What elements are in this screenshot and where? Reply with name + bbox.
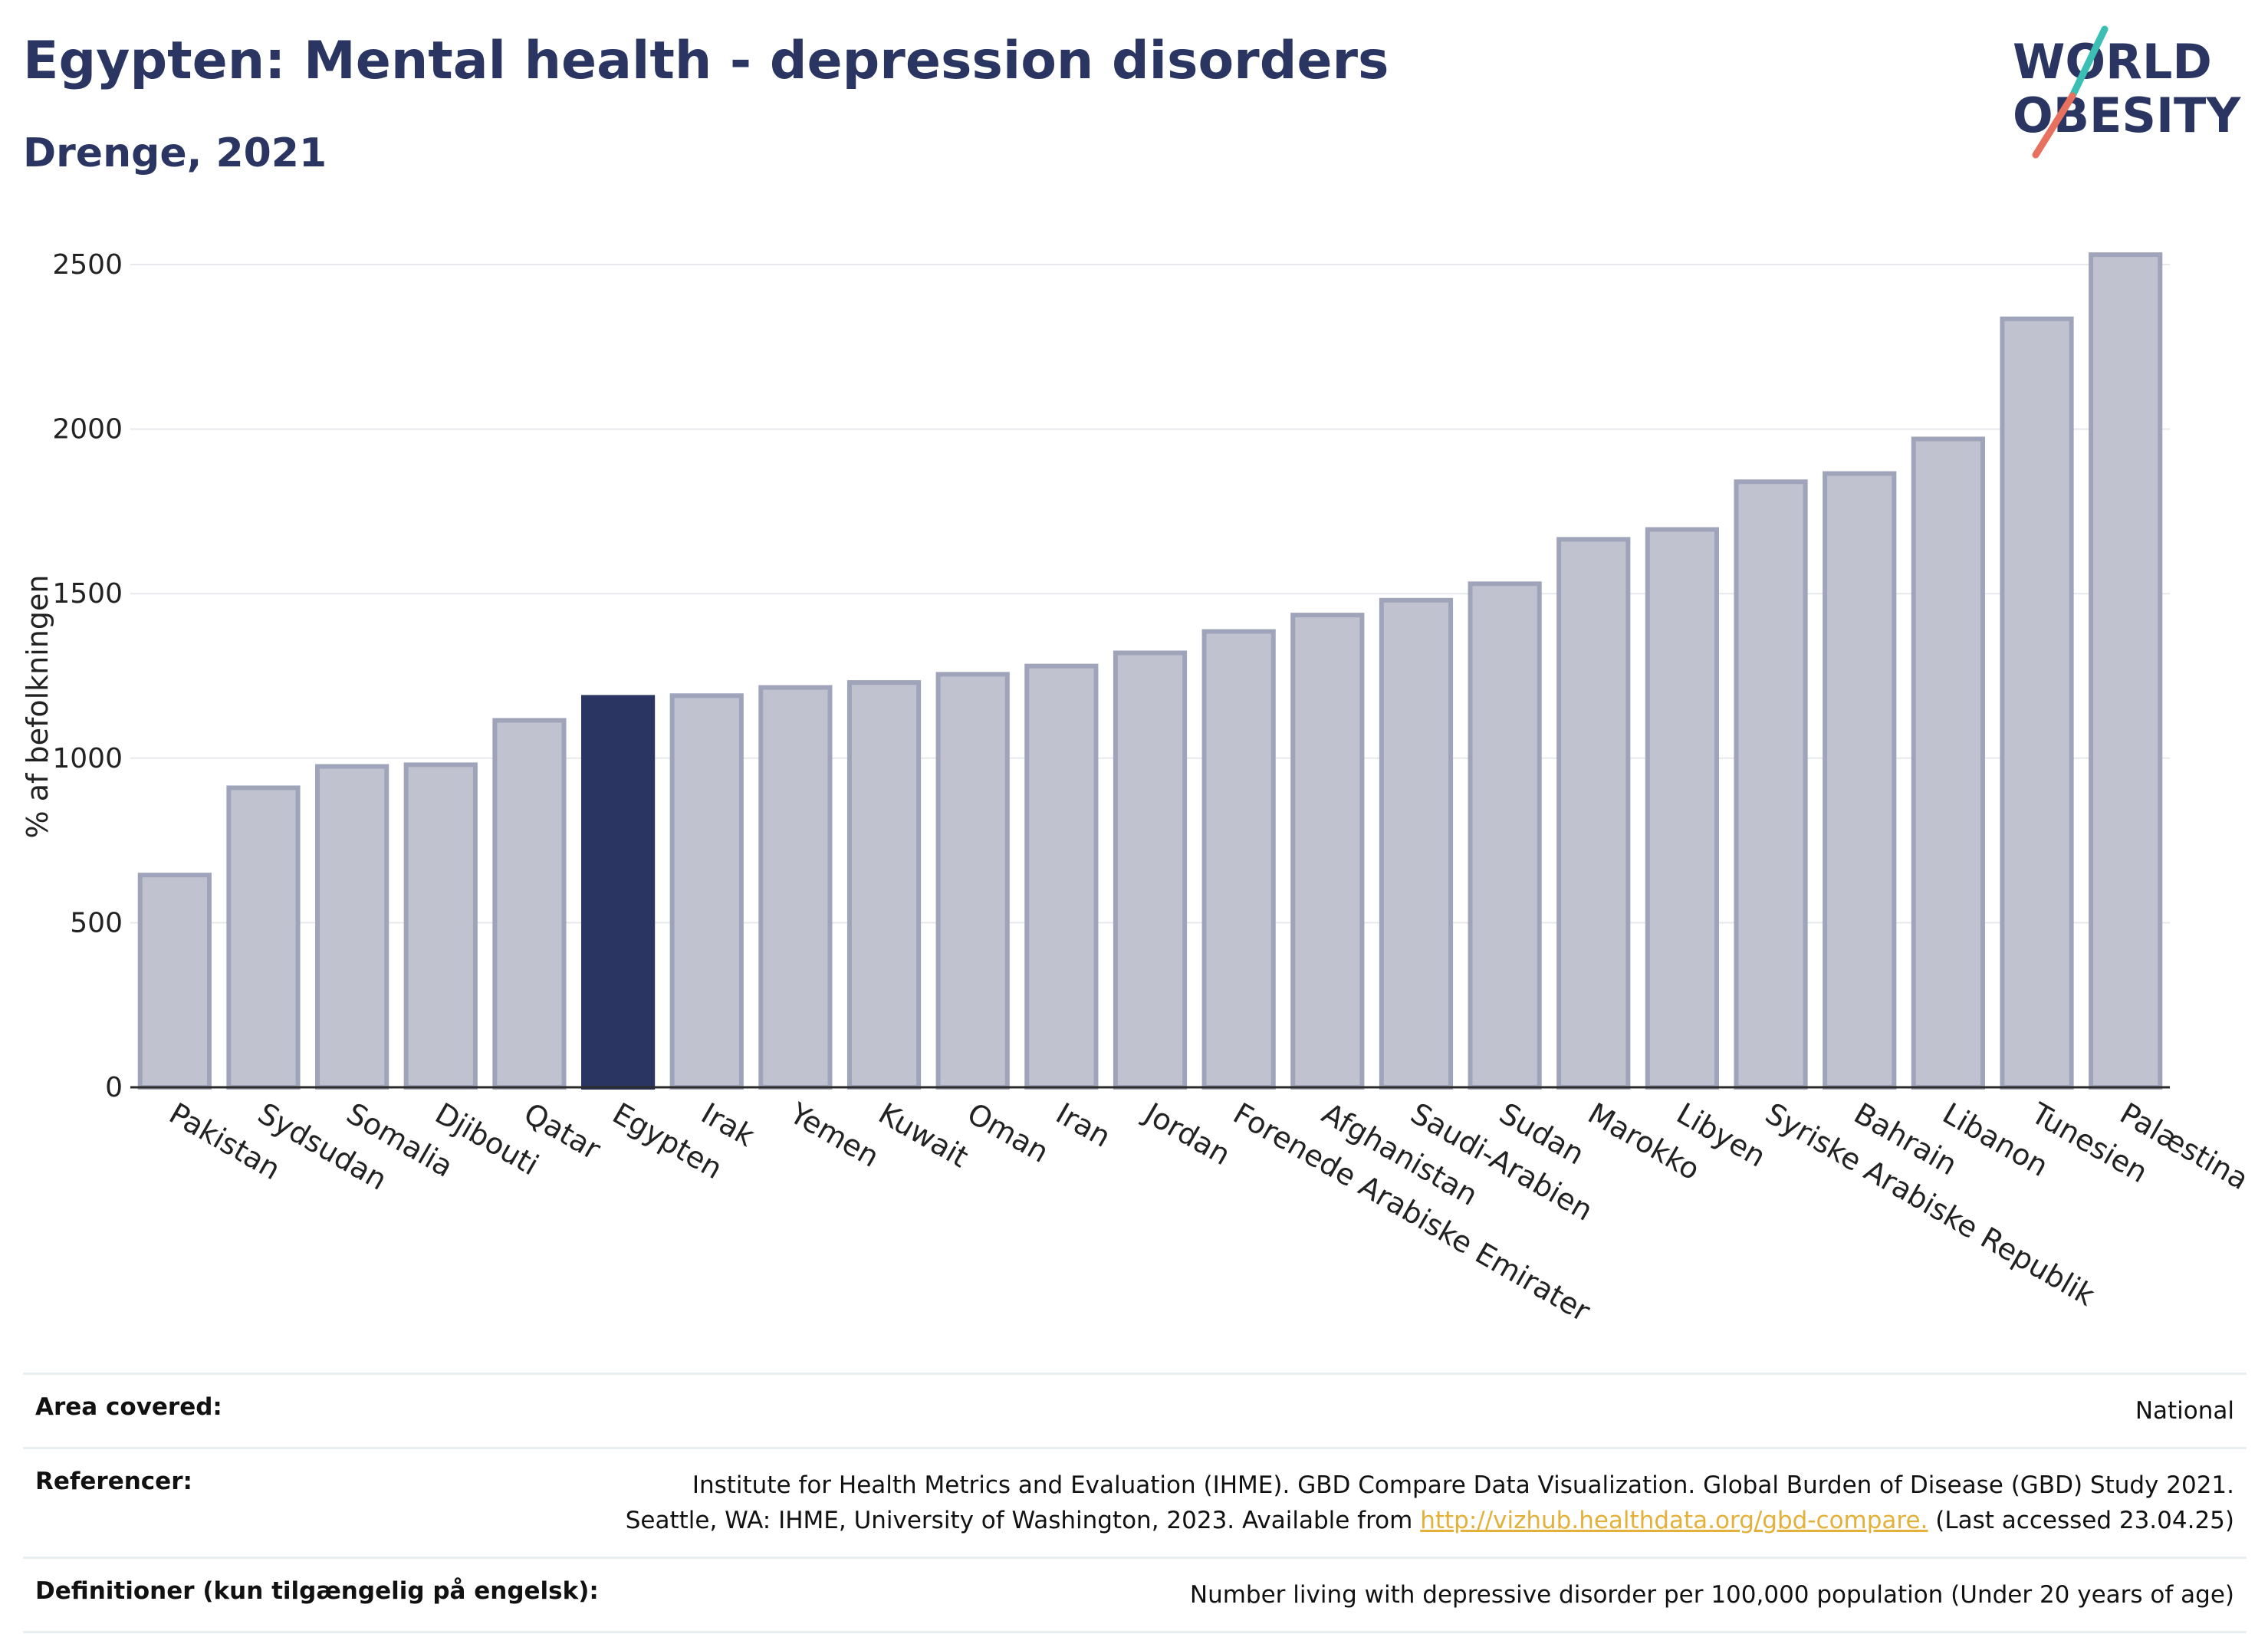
definitions-row: Definitioner (kun tilgængelig på engelsk… (23, 1557, 2247, 1633)
bar-pakistan (137, 873, 212, 1090)
bar-tunesien (2000, 316, 2074, 1090)
definitions-value: Number living with depressive disorder p… (1189, 1581, 2234, 1609)
bar-somalia (315, 764, 390, 1090)
y-tick-label: 1000 (52, 743, 123, 774)
bar-syriske-arabiske-republik (1734, 479, 1808, 1090)
x-tick-label: Yemen (784, 1096, 885, 1174)
area-value: National (2135, 1397, 2234, 1425)
definitions-label: Definitioner (kun tilgængelig på engelsk… (35, 1577, 599, 1605)
bar-iran (1024, 663, 1099, 1090)
x-tick-label: Oman (961, 1096, 1054, 1169)
references-row: Referencer: Institute for Health Metrics… (23, 1447, 2247, 1557)
bar-palæstina (2089, 252, 2163, 1090)
y-tick-label: 1500 (52, 578, 123, 610)
reference-line2-post: (Last accessed 23.04.25) (1928, 1507, 2234, 1534)
references-label: Referencer: (35, 1468, 192, 1495)
reference-line1: Institute for Health Metrics and Evaluat… (692, 1471, 2234, 1499)
bar-afghanistan (1290, 613, 1365, 1090)
page-title: Egypten: Mental health - depression diso… (23, 31, 1389, 91)
bar-libyen (1645, 527, 1720, 1090)
bar-irak (669, 693, 744, 1090)
bar-kuwait (846, 680, 922, 1090)
world-obesity-logo: WORLD OBESITY (2013, 25, 2241, 159)
y-axis-title: % af befolkningen (21, 575, 54, 839)
bar-forenede-arabiske-emirater (1201, 629, 1276, 1090)
bar-jordan (1113, 650, 1188, 1090)
bar-sydsudan (226, 785, 301, 1090)
bar-bahrain (1823, 471, 1897, 1090)
y-tick-label: 2500 (52, 249, 123, 281)
reference-line2-pre: Seattle, WA: IHME, University of Washing… (625, 1507, 1421, 1534)
bar-chart: 05001000150020002500PakistanSydsudanSoma… (21, 249, 2254, 1328)
x-tick-label: Jordan (1138, 1096, 1236, 1172)
bar-sudan (1468, 581, 1542, 1090)
y-tick-label: 500 (70, 907, 123, 939)
bar-saudi-arabien (1379, 597, 1454, 1090)
area-label: Area covered: (35, 1393, 222, 1421)
references-value: Institute for Health Metrics and Evaluat… (626, 1468, 2234, 1538)
reference-link[interactable]: http://vizhub.healthdata.org/gbd-compare… (1420, 1507, 1928, 1534)
bar-djibouti (403, 762, 478, 1090)
bar-oman (935, 672, 1010, 1090)
y-tick-label: 2000 (52, 414, 123, 445)
page-subtitle: Drenge, 2021 (23, 130, 327, 176)
logo-line1: WORLD (2013, 34, 2212, 90)
bar-egypten (580, 695, 656, 1090)
bar-yemen (758, 685, 833, 1090)
x-tick-label: Iran (1050, 1096, 1116, 1154)
logo-slash-teal (2069, 25, 2109, 100)
x-tick-label: Kuwait (873, 1096, 975, 1175)
bar-libanon (1911, 436, 1985, 1090)
y-tick-label: 0 (105, 1072, 123, 1103)
area-row: Area covered: National (23, 1373, 2247, 1447)
info-table: Area covered: National Referencer: Insti… (23, 1373, 2247, 1633)
bar-marokko (1556, 537, 1631, 1090)
logo-slash-coral (2032, 92, 2076, 159)
bar-qatar (492, 718, 567, 1090)
